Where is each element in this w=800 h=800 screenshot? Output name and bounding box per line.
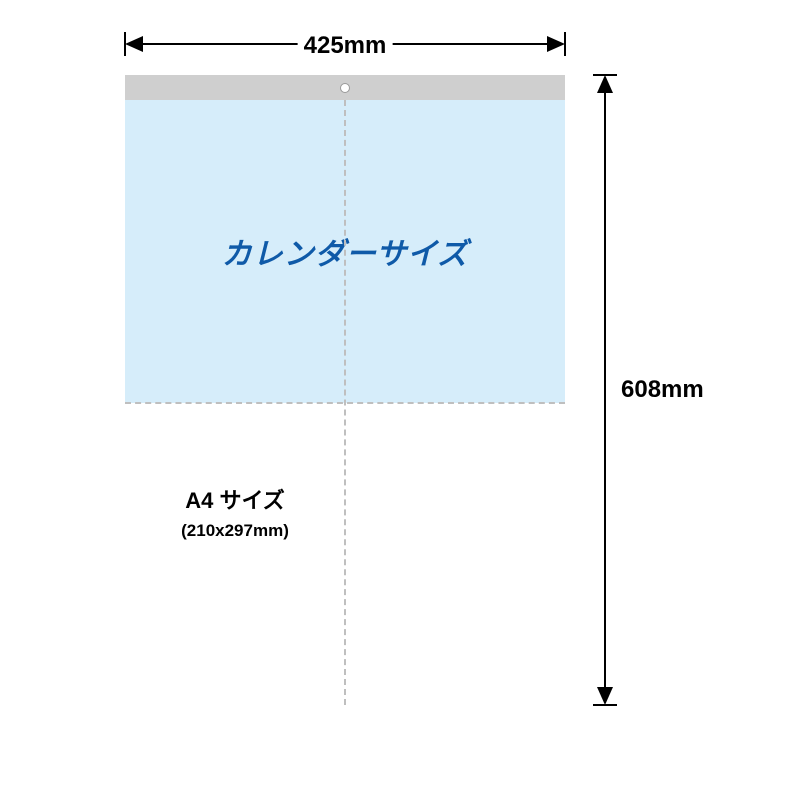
arrow-down-icon (597, 687, 613, 705)
a4-subtitle: (210x297mm) (125, 521, 345, 541)
arrow-left-icon (125, 36, 143, 52)
diagram-stage: 425mm 608mm カレンダーサイズ A4 サイズ (210x297mm) (0, 0, 800, 800)
a4-size-region: A4 サイズ (210x297mm) (125, 403, 345, 706)
height-dimension: 608mm (597, 75, 613, 705)
calendar-outline: カレンダーサイズ A4 サイズ (210x297mm) (125, 75, 565, 705)
width-dimension: 425mm (125, 36, 565, 52)
arrow-up-icon (597, 75, 613, 93)
width-label: 425mm (298, 32, 393, 60)
arrow-right-icon (547, 36, 565, 52)
a4-title: A4 サイズ (125, 483, 345, 515)
calendar-sheet-area: カレンダーサイズ A4 サイズ (210x297mm) (125, 100, 565, 705)
calendar-binding-strip (125, 75, 565, 100)
height-shaft (604, 93, 606, 687)
height-label: 608mm (621, 376, 704, 404)
hanging-hole-icon (340, 83, 350, 93)
